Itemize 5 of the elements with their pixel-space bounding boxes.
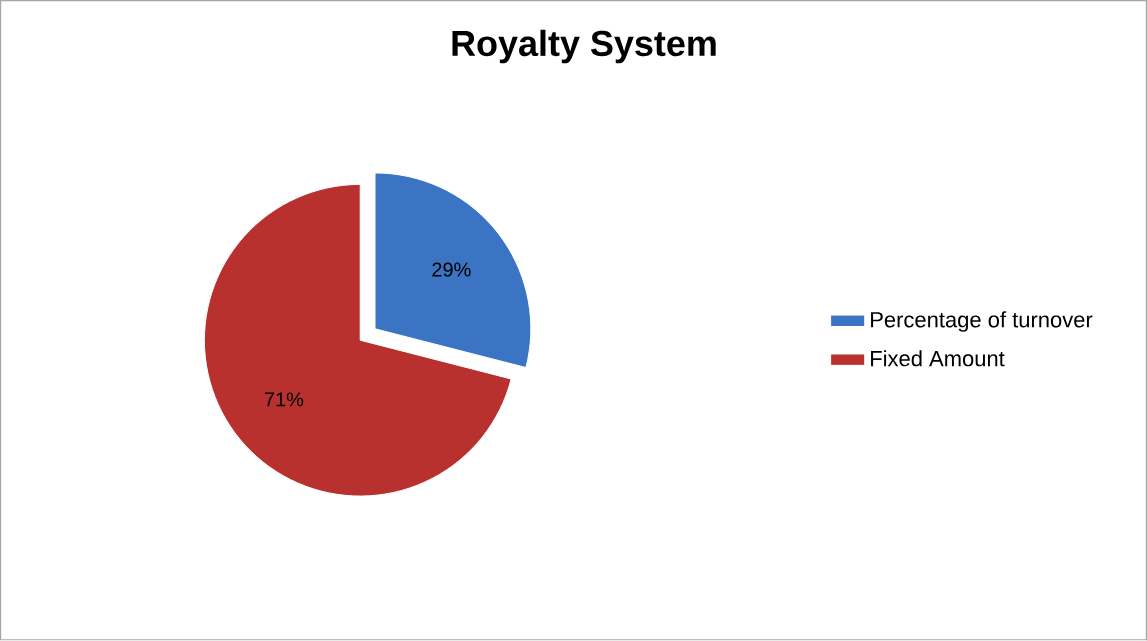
chart-title: Royalty System bbox=[452, 30, 716, 64]
legend-label: Fixed Amount bbox=[871, 350, 1005, 367]
data-label: 29% bbox=[432, 262, 471, 277]
data-label: 71% bbox=[264, 392, 304, 407]
legend-label: Percentage of turnover bbox=[871, 311, 1093, 333]
